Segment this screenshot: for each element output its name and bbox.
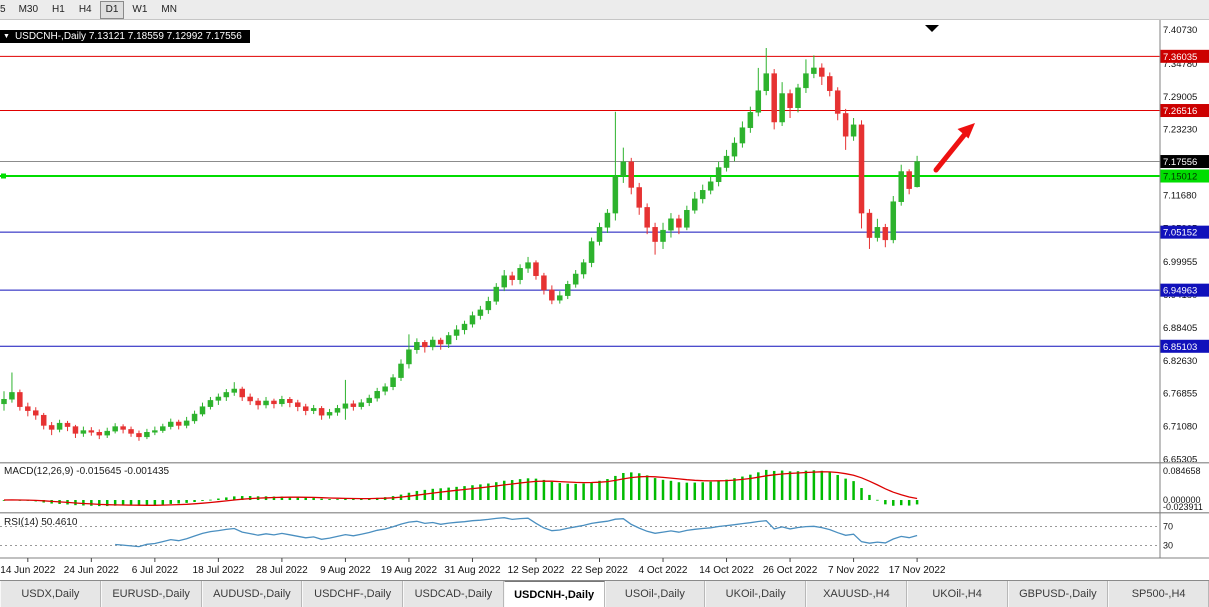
- rsi-indicator-label: RSI(14) 50.4610: [4, 517, 78, 528]
- svg-text:6 Jul 2022: 6 Jul 2022: [132, 565, 179, 576]
- tab-usoil-daily[interactable]: USOil-,Daily: [604, 581, 706, 607]
- svg-text:7.05152: 7.05152: [1163, 228, 1197, 239]
- svg-text:7.17556: 7.17556: [1163, 157, 1197, 168]
- tab-usdcnh-daily[interactable]: USDCNH-,Daily: [503, 581, 605, 607]
- timeframe-button-w1[interactable]: W1: [132, 3, 148, 15]
- svg-text:7.40730: 7.40730: [1163, 25, 1197, 36]
- chart-tab-bar: USDX,Daily EURUSD-,Daily AUDUSD-,Daily U…: [0, 580, 1209, 607]
- svg-text:14 Jun 2022: 14 Jun 2022: [0, 565, 55, 576]
- macd-indicator-label: MACD(12,26,9) -0.015645 -0.001435: [4, 466, 170, 477]
- svg-text:7.26516: 7.26516: [1163, 106, 1197, 117]
- tab-eurusd-daily[interactable]: EURUSD-,Daily: [100, 581, 202, 607]
- dropdown-arrow-icon[interactable]: ▼: [3, 33, 10, 40]
- svg-text:30: 30: [1163, 541, 1173, 551]
- svg-text:7.36035: 7.36035: [1163, 52, 1197, 63]
- tab-usdcad-daily[interactable]: USDCAD-,Daily: [403, 581, 504, 607]
- timeframe-toolbar: 5 M30 H1 H4 D1 W1 MN: [0, 0, 1209, 20]
- svg-text:14 Oct 2022: 14 Oct 2022: [699, 565, 754, 576]
- tab-usdchf-daily[interactable]: USDCHF-,Daily: [302, 581, 403, 607]
- svg-text:28 Jul 2022: 28 Jul 2022: [256, 565, 308, 576]
- tab-sp500-h4[interactable]: SP500-,H4: [1108, 581, 1209, 607]
- svg-text:6.99955: 6.99955: [1163, 257, 1197, 268]
- timeframe-button-h1[interactable]: H1: [52, 3, 65, 15]
- timeframe-button-m30[interactable]: M30: [18, 3, 39, 15]
- svg-text:6.94963: 6.94963: [1163, 286, 1197, 297]
- timeframe-button-m5[interactable]: 5: [0, 3, 6, 15]
- svg-text:7.34780: 7.34780: [1163, 59, 1197, 70]
- svg-text:4 Oct 2022: 4 Oct 2022: [639, 565, 688, 576]
- svg-text:7.15012: 7.15012: [1163, 172, 1197, 183]
- tab-audusd-daily[interactable]: AUDUSD-,Daily: [201, 581, 303, 607]
- chart-ohlc-header: ▼ USDCNH-,Daily 7.13121 7.18559 7.12992 7…: [0, 30, 250, 43]
- svg-text:31 Aug 2022: 31 Aug 2022: [444, 565, 501, 576]
- svg-text:0.000000: 0.000000: [1163, 495, 1201, 505]
- svg-text:7 Nov 2022: 7 Nov 2022: [828, 565, 880, 576]
- tab-gbpusd-daily[interactable]: GBPUSD-,Daily: [1007, 581, 1109, 607]
- svg-text:7.11680: 7.11680: [1163, 190, 1197, 201]
- svg-text:19 Aug 2022: 19 Aug 2022: [381, 565, 438, 576]
- tab-usdx-daily[interactable]: USDX,Daily: [0, 581, 101, 607]
- timeframe-button-mn[interactable]: MN: [161, 3, 177, 15]
- svg-text:6.85103: 6.85103: [1163, 342, 1197, 353]
- svg-text:26 Oct 2022: 26 Oct 2022: [763, 565, 818, 576]
- svg-text:6.76855: 6.76855: [1163, 389, 1197, 400]
- svg-text:7.23230: 7.23230: [1163, 125, 1197, 136]
- ohlc-text: USDCNH-,Daily 7.13121 7.18559 7.12992 7.…: [14, 31, 242, 42]
- tab-ukoil-h4[interactable]: UKOil-,H4: [906, 581, 1008, 607]
- timeframe-button-d1[interactable]: D1: [99, 0, 125, 19]
- svg-text:7.29005: 7.29005: [1163, 92, 1197, 103]
- timeframe-button-h4[interactable]: H4: [78, 3, 92, 15]
- svg-text:6.71080: 6.71080: [1163, 422, 1197, 433]
- chart-canvas[interactable]: 7.407307.347807.290057.232307.174557.116…: [0, 20, 1209, 580]
- svg-text:-0.023911: -0.023911: [1163, 502, 1203, 512]
- svg-text:17 Nov 2022: 17 Nov 2022: [889, 565, 946, 576]
- svg-text:6.65305: 6.65305: [1163, 455, 1197, 466]
- svg-text:6.88405: 6.88405: [1163, 323, 1197, 334]
- svg-text:9 Aug 2022: 9 Aug 2022: [320, 565, 371, 576]
- svg-text:6.82630: 6.82630: [1163, 356, 1197, 367]
- tab-ukoil-daily[interactable]: UKOil-,Daily: [705, 581, 806, 607]
- svg-text:70: 70: [1163, 522, 1173, 532]
- svg-text:0.084658: 0.084658: [1163, 466, 1201, 476]
- svg-text:18 Jul 2022: 18 Jul 2022: [193, 565, 245, 576]
- svg-text:24 Jun 2022: 24 Jun 2022: [64, 565, 119, 576]
- svg-text:22 Sep 2022: 22 Sep 2022: [571, 565, 628, 576]
- svg-text:12 Sep 2022: 12 Sep 2022: [508, 565, 565, 576]
- tab-xauusd-h4[interactable]: XAUUSD-,H4: [806, 581, 907, 607]
